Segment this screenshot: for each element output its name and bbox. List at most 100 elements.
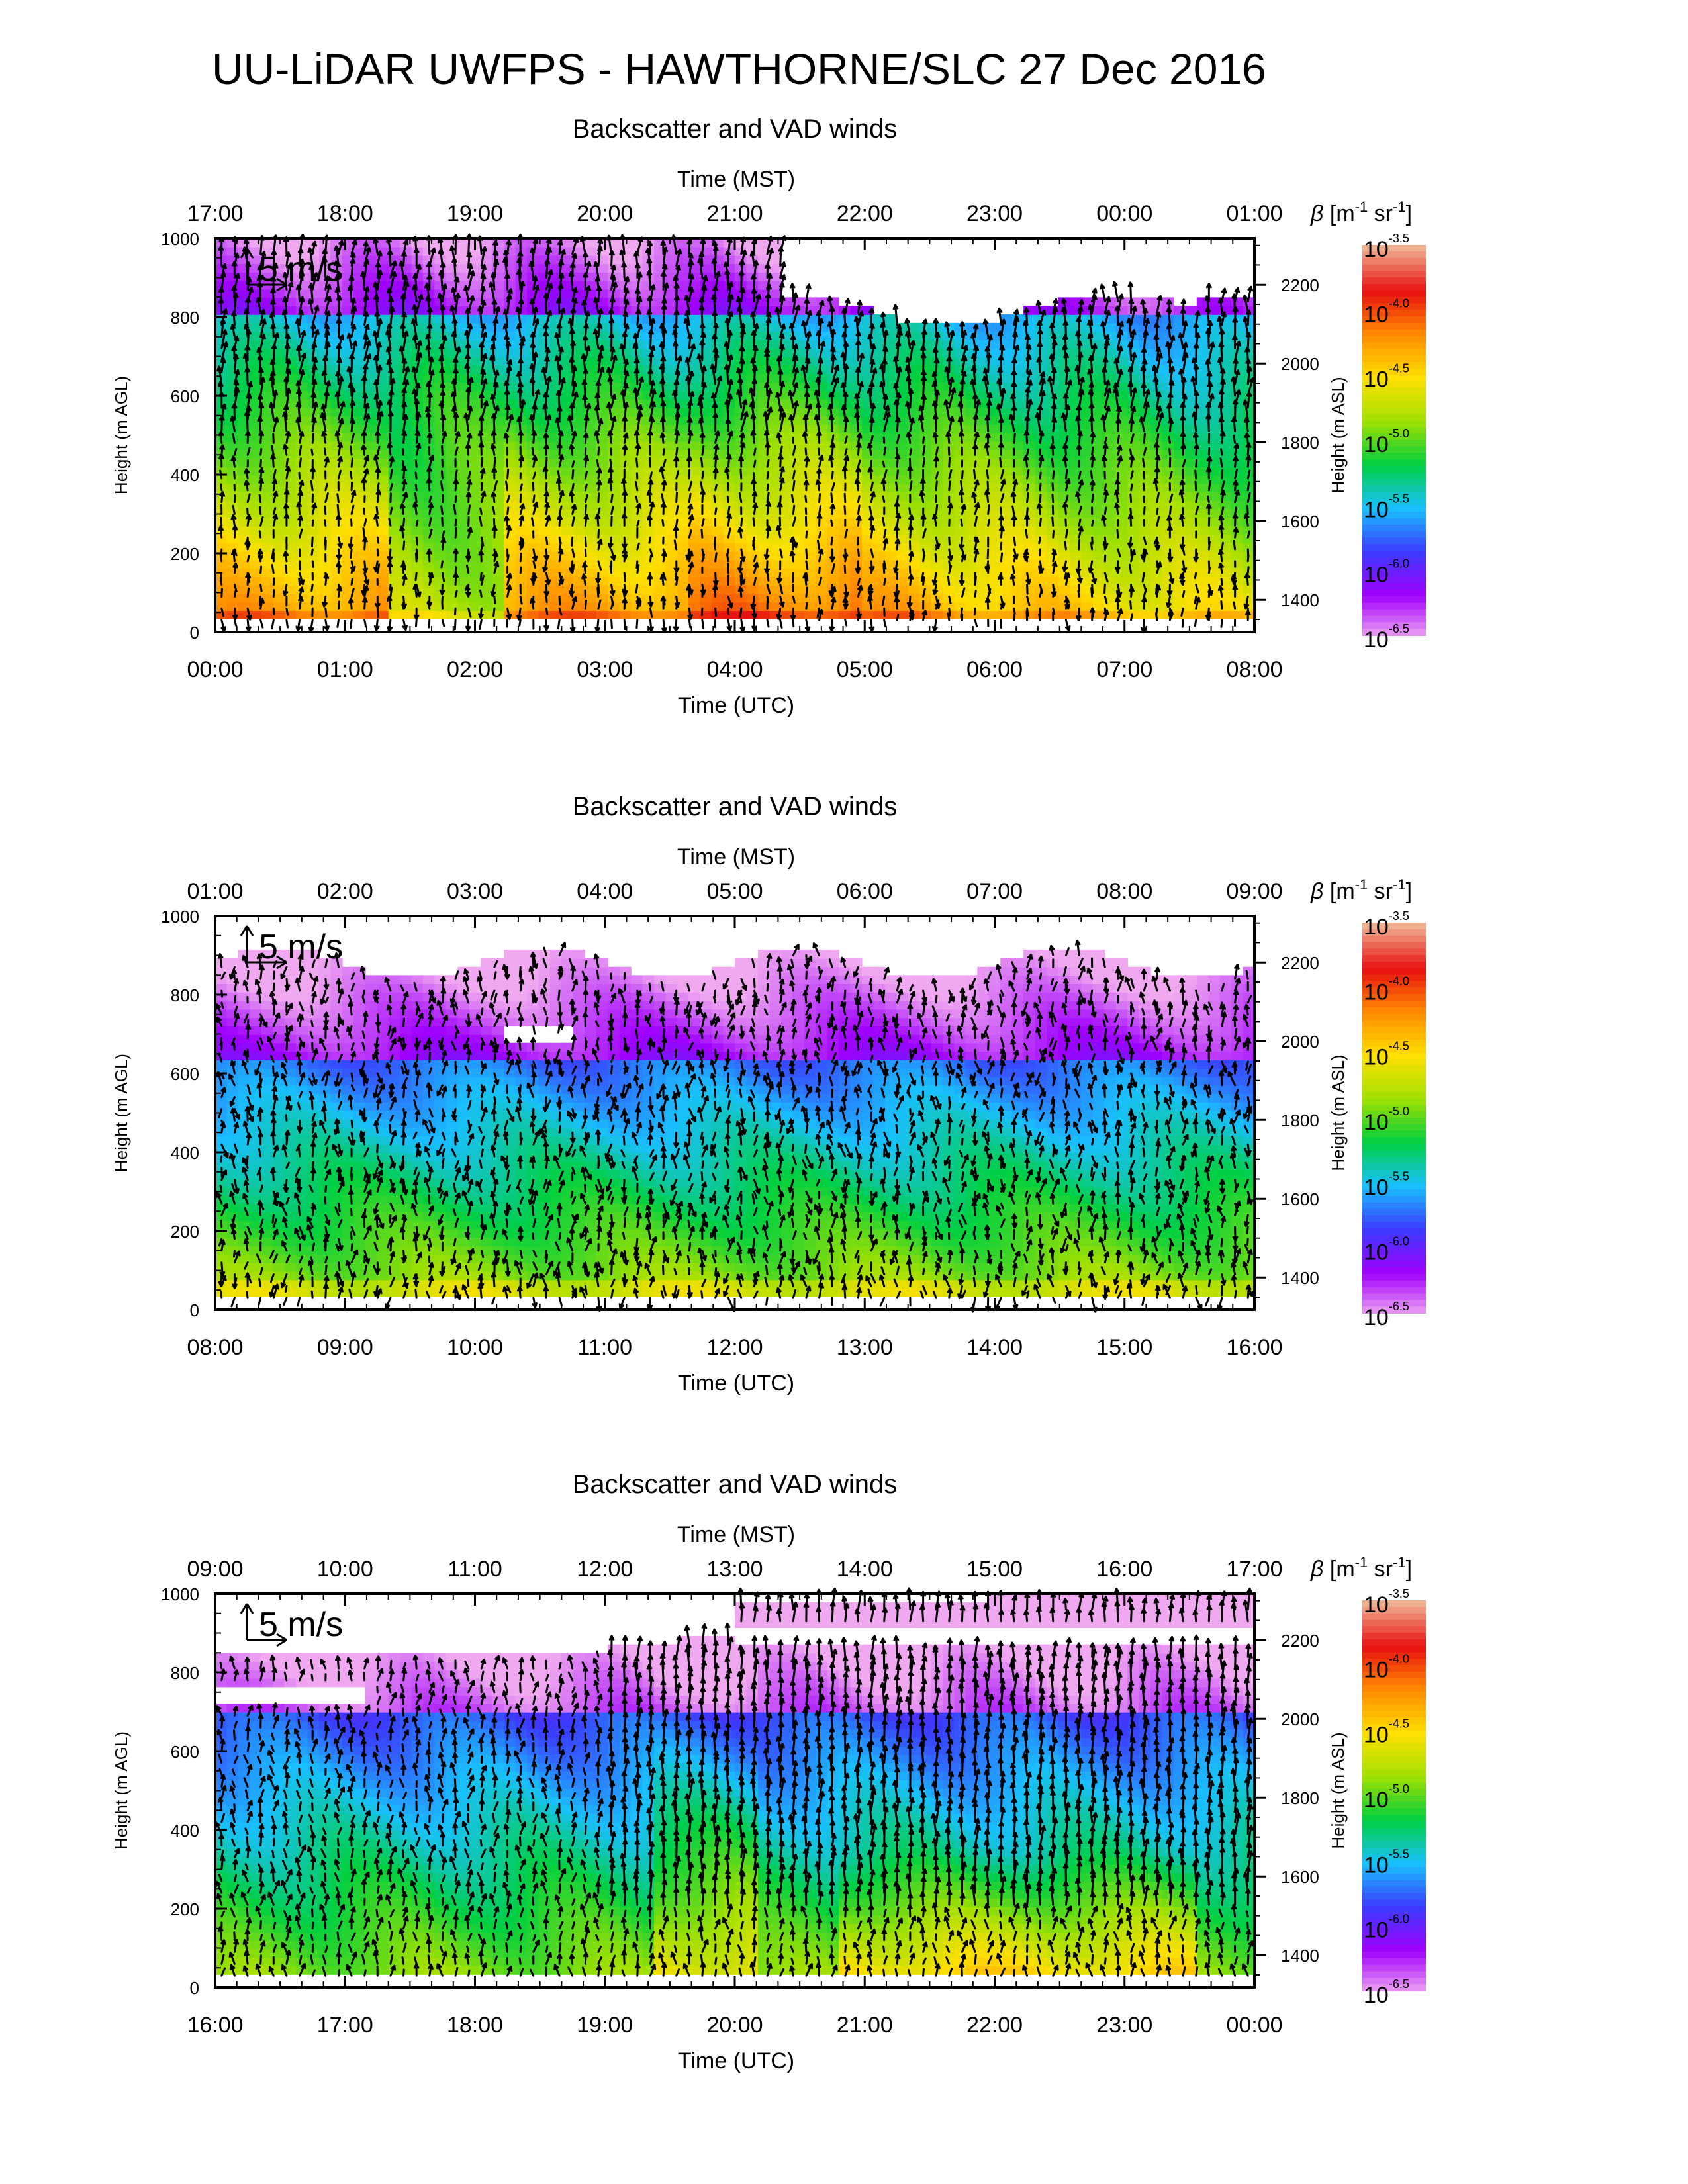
heatmap-cell: [250, 314, 262, 324]
heatmap-cell: [954, 559, 966, 569]
wind-arrow: [414, 492, 418, 504]
heatmap-cell: [780, 559, 793, 569]
heatmap-cell: [527, 551, 539, 561]
heatmap-cell: [411, 467, 424, 476]
heatmap-cell: [330, 508, 343, 518]
heatmap-cell: [215, 602, 228, 611]
heatmap-cell: [261, 525, 273, 535]
heatmap-cell: [261, 424, 273, 433]
heatmap-cell: [884, 458, 897, 467]
wind-arrow-head: [347, 285, 352, 291]
heatmap-cell: [445, 584, 459, 594]
heatmap-cell: [250, 449, 262, 459]
heatmap-cell: [839, 525, 851, 535]
heatmap-cell: [884, 610, 897, 619]
heatmap-cell: [365, 483, 377, 493]
heatmap-cell: [342, 584, 355, 594]
heatmap-cell: [827, 534, 839, 543]
wind-arrow-head: [412, 334, 416, 341]
wind-arrow-head: [334, 430, 338, 437]
heatmap-cell: [411, 508, 424, 518]
heatmap-cell: [215, 559, 228, 569]
heatmap-cell: [250, 458, 262, 467]
heatmap-cell: [884, 508, 897, 518]
wind-arrow-head: [373, 281, 377, 288]
heatmap-cell: [273, 407, 285, 417]
heatmap-cell: [642, 467, 655, 476]
heatmap-cell: [353, 424, 366, 433]
heatmap-cell: [1173, 525, 1186, 535]
heatmap-cell: [284, 576, 297, 586]
heatmap-cell: [504, 449, 516, 459]
heatmap-cell: [884, 424, 897, 433]
heatmap-cell: [561, 525, 574, 535]
wind-arrow: [311, 519, 314, 527]
heatmap-cell: [296, 449, 308, 459]
heatmap-cell: [712, 534, 724, 543]
heatmap-cell: [353, 500, 366, 510]
heatmap-cell: [250, 500, 262, 510]
heatmap-cell: [538, 602, 551, 611]
wind-arrow-head: [399, 503, 403, 509]
heatmap-cell: [677, 610, 689, 619]
heatmap-cell: [792, 424, 805, 433]
heatmap-cell: [250, 398, 262, 408]
heatmap-cell: [816, 568, 828, 577]
wind-arrow-head: [242, 353, 246, 359]
heatmap-cell: [273, 373, 285, 383]
heatmap-cell: [1000, 449, 1013, 459]
heatmap-cell: [261, 407, 273, 417]
heatmap-cell: [585, 559, 597, 569]
wind-arrow: [428, 548, 431, 559]
heatmap-cell: [977, 610, 990, 619]
heatmap-cell: [261, 559, 273, 569]
heatmap-cell: [573, 416, 585, 425]
heatmap-cell: [608, 525, 620, 535]
heatmap-cell: [261, 272, 273, 281]
heatmap-cell: [353, 483, 366, 493]
wind-arrow: [324, 505, 327, 515]
heatmap-cell: [261, 593, 273, 603]
heatmap-cell: [723, 559, 735, 569]
heatmap-cell: [573, 449, 585, 459]
heatmap-cell: [1092, 373, 1105, 383]
heatmap-cell: [1231, 543, 1244, 552]
heatmap-cell: [585, 584, 597, 594]
heatmap-cell: [596, 610, 608, 619]
heatmap-cell: [1035, 525, 1047, 535]
wind-arrow: [376, 607, 379, 619]
heatmap-cell: [665, 584, 678, 594]
heatmap-cell: [712, 517, 724, 527]
heatmap-cell: [377, 593, 389, 603]
heatmap-cell: [1000, 432, 1013, 442]
heatmap-cell: [538, 534, 551, 543]
heatmap-cell: [377, 289, 389, 298]
heatmap-cell: [1139, 424, 1151, 433]
heatmap-cell: [943, 525, 955, 535]
heatmap-cell: [250, 534, 262, 543]
heatmap-cell: [1023, 559, 1036, 569]
heatmap-cell: [780, 543, 793, 552]
heatmap-cell: [353, 255, 366, 265]
heatmap-cell: [319, 525, 332, 535]
heatmap-cell: [746, 584, 759, 594]
heatmap-cell: [400, 483, 412, 493]
heatmap-cell: [481, 424, 493, 433]
heatmap-cell: [261, 458, 273, 467]
heatmap-cell: [261, 584, 273, 594]
wind-arrow-head: [244, 468, 248, 474]
wind-arrow: [285, 564, 288, 574]
heatmap-cell: [1127, 492, 1140, 501]
heatmap-cell: [1035, 543, 1047, 552]
heatmap-cell: [261, 238, 273, 248]
heatmap-cell: [365, 441, 377, 451]
heatmap-cell: [469, 449, 481, 459]
heatmap-cell: [261, 441, 273, 451]
heatmap-cell: [573, 458, 585, 467]
heatmap-cell: [931, 492, 943, 501]
heatmap-cell: [330, 322, 343, 332]
heatmap-cell: [1092, 492, 1105, 501]
wind-arrow-head: [387, 442, 391, 449]
heatmap-cell: [388, 441, 400, 451]
heatmap-cell: [296, 467, 308, 476]
